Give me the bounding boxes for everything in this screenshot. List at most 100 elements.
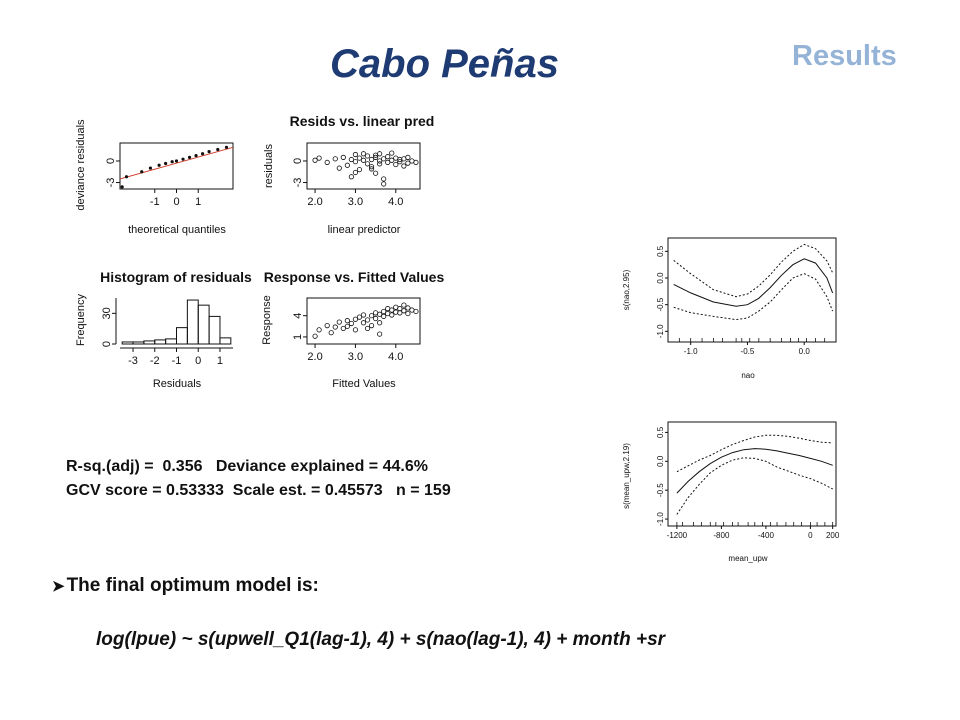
resp-vs-fit-point — [397, 306, 403, 312]
resid-vs-lp-point — [389, 150, 395, 156]
resid-vs-lp-point — [360, 157, 367, 163]
qq-point — [148, 166, 153, 170]
qq-point — [194, 153, 198, 158]
hist-y-tick-label: 0 — [101, 341, 113, 347]
resid-vs-lp-point — [356, 155, 363, 161]
resp-vs-fit-x-tick-label: 4.0 — [388, 351, 403, 363]
qq-plot-xlabel: theoretical quantiles — [128, 224, 226, 236]
qq-plot: theoretical quantiles deviance residuals… — [75, 119, 234, 236]
qq-point — [164, 161, 168, 166]
resid-vs-lp-point — [373, 154, 379, 160]
resid-vs-lp-y-tick-label: 0 — [292, 158, 304, 164]
qq-x-tick-label: -1 — [150, 196, 160, 208]
s-upw-confidence-band — [676, 434, 833, 473]
resp-vs-fit-point — [360, 312, 367, 318]
qq-point — [124, 175, 129, 179]
resid-vs-lp-point — [368, 166, 375, 172]
resid-vs-lp-point — [316, 155, 322, 161]
resp-vs-fit-point — [413, 308, 419, 315]
smooth-nao-ylabel: s(nao,2.95) — [622, 269, 631, 310]
hist-x-tick-label: -1 — [172, 355, 182, 367]
hist-bar — [143, 340, 156, 345]
resp-vs-fit-point — [328, 330, 334, 336]
s-nao-smooth-curve — [673, 258, 834, 307]
model-formula: log(lpue) ~ s(upwell_Q1(lag-1), 4) + s(n… — [96, 629, 666, 650]
smooth-upw-xlabel: mean_upw — [728, 554, 767, 563]
resid-vs-lp-point — [360, 151, 367, 157]
s-upw-x-tick-label: 200 — [826, 531, 840, 540]
resp-vs-fit-point — [377, 311, 383, 317]
resid-vs-lp-point — [377, 158, 383, 164]
qq-x-tick-label: 0 — [173, 196, 179, 208]
resid-vs-lp-point — [405, 154, 411, 160]
qq-point — [224, 145, 229, 149]
s-nao-x-tick-label: -0.5 — [741, 347, 755, 356]
resid-vs-lp-point — [336, 165, 342, 171]
model-fit-stats-line-2: GCV score = 0.53333 Scale est. = 0.45573… — [66, 482, 451, 499]
s-upw-x-tick-label: -1200 — [667, 531, 688, 540]
resp-vs-fit-point — [368, 313, 375, 319]
hist-bar — [121, 341, 134, 345]
s-nao-confidence-band — [673, 273, 834, 321]
resid-vs-lp-point — [352, 159, 359, 165]
hist-x-tick-label: 1 — [217, 355, 223, 367]
histogram-title: Histogram of residuals — [100, 269, 252, 285]
qq-y-tick-label: -3 — [105, 178, 117, 188]
resp-vs-fit-x-tick-label: 2.0 — [307, 351, 322, 363]
s-nao-y-tick-label: 0.5 — [656, 245, 665, 257]
resp-vs-fit-y-tick-label: 4 — [292, 313, 304, 319]
qq-point — [174, 159, 179, 163]
resid-vs-lp-point — [332, 156, 338, 162]
conclusion-bullet: ➤ The final optimum model is: — [52, 575, 319, 597]
resp-vs-fit-point — [373, 315, 379, 322]
resid-vs-lp-point — [401, 163, 407, 169]
qq-point — [157, 163, 161, 167]
resp-vs-fit-point — [389, 312, 395, 318]
resids-plot-xlabel: linear predictor — [328, 224, 401, 236]
hist-bar — [176, 327, 188, 345]
resp-vs-fit-point — [352, 316, 359, 322]
resid-vs-lp-point — [356, 166, 363, 173]
qq-point — [170, 160, 174, 164]
qq-point — [140, 170, 144, 174]
hist-bar — [132, 341, 145, 345]
resid-vs-lp-x-tick-label: 4.0 — [388, 196, 403, 208]
resp-vs-fit-point — [364, 317, 371, 323]
resid-vs-lp-point — [393, 161, 399, 168]
model-fit-stats-line-1: R-sq.(adj) = 0.356 Deviance explained = … — [66, 458, 428, 475]
resp-vs-fit-point — [389, 307, 395, 313]
resp-vs-fit-point — [364, 325, 371, 332]
hist-bar — [219, 337, 232, 345]
resp-vs-fit-point — [324, 322, 330, 329]
hist-bar — [208, 315, 221, 345]
resid-vs-lp-point — [352, 151, 359, 158]
response-plot-xlabel: Fitted Values — [332, 378, 396, 390]
qq-point — [216, 147, 220, 152]
s-nao-x-tick-label: -1.0 — [684, 347, 698, 356]
resp-vs-fit-point — [405, 310, 411, 317]
s-upw-y-tick-label: -1.0 — [656, 512, 665, 526]
resp-vs-fit-point — [344, 323, 350, 329]
resp-vs-fit-y-tick-label: 1 — [292, 334, 304, 340]
resid-vs-lp-point — [377, 161, 383, 167]
resp-vs-fit-point — [352, 327, 359, 333]
response-plot-ylabel: Response — [261, 295, 273, 345]
qq-point — [181, 157, 185, 161]
resid-vs-lp-x-tick-label: 2.0 — [307, 196, 322, 208]
resid-vs-lp-point — [413, 159, 419, 166]
resp-vs-fit-point — [360, 320, 367, 326]
qq-plot-ylabel: deviance residuals — [75, 119, 87, 211]
resid-vs-lp-point — [348, 156, 354, 163]
response-plot-title: Response vs. Fitted Values — [264, 269, 445, 285]
s-upw-smooth-curve — [676, 448, 833, 494]
resid-vs-lp-point — [381, 181, 387, 187]
resp-vs-fit-point — [348, 320, 354, 327]
hist-x-tick-label: -3 — [128, 355, 138, 367]
resid-vs-lp-point — [368, 164, 375, 170]
hist-x-tick-label: -2 — [150, 355, 160, 367]
resid-vs-lp-point — [405, 160, 411, 166]
resp-vs-fit-frame — [306, 297, 421, 345]
section-label: Results — [792, 40, 897, 72]
resp-vs-fit-point — [332, 324, 338, 330]
